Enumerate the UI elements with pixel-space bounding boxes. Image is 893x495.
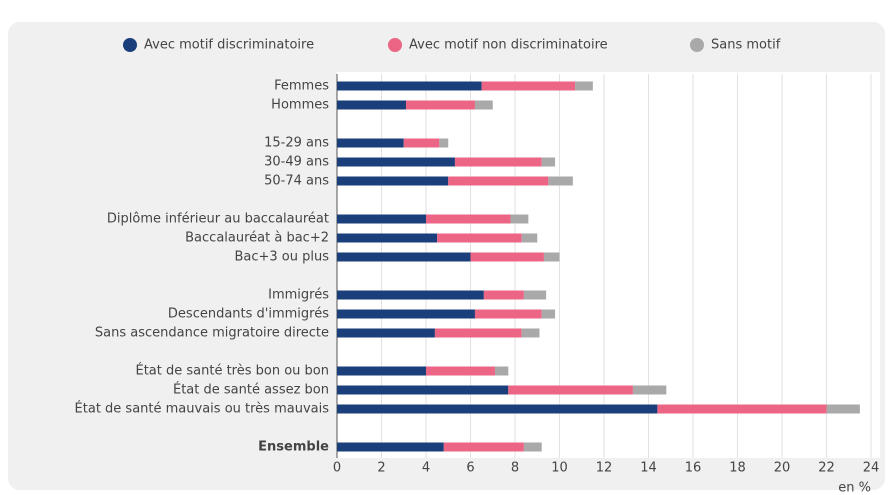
y-tick-label: Immigrés (268, 288, 329, 303)
bar-segment (541, 157, 556, 167)
bar-segment (541, 309, 556, 319)
bar-segment (337, 328, 435, 338)
bar-segment (494, 366, 509, 376)
bar-segment (337, 138, 404, 148)
bar-segment (474, 100, 493, 110)
bar-segment (337, 81, 482, 91)
x-tick-label: 6 (466, 461, 474, 476)
x-tick-label: 18 (729, 461, 746, 476)
bar-segment (337, 385, 509, 395)
x-axis-label: en % (838, 481, 871, 495)
y-tick-label: Bac+3 ou plus (234, 250, 329, 265)
bar-segment (437, 233, 522, 243)
x-tick-label: 24 (863, 461, 880, 476)
legend-marker (123, 38, 137, 52)
bar-segment (337, 176, 449, 186)
bar-segment (434, 328, 522, 338)
y-tick-label: 30-49 ans (264, 155, 329, 170)
legend-label: Avec motif discriminatoire (144, 38, 314, 53)
bar-segment (483, 290, 524, 300)
bar-segment (521, 233, 538, 243)
bar-segment (826, 404, 860, 414)
bar-segment (448, 176, 549, 186)
bar-segment (403, 138, 440, 148)
plot-area (337, 72, 880, 458)
x-tick-label: 14 (640, 461, 657, 476)
x-tick-label: 16 (685, 461, 702, 476)
y-tick-label: Sans ascendance migratoire directe (95, 326, 329, 341)
y-tick-label: Descendants d'immigrés (168, 307, 329, 322)
bar-segment (337, 214, 426, 224)
x-tick-label: 12 (596, 461, 613, 476)
bar-segment (481, 81, 576, 91)
y-tick-label: Femmes (274, 79, 329, 94)
bar-segment (426, 366, 495, 376)
bar-segment (337, 100, 406, 110)
y-tick-label: État de santé assez bon (173, 382, 329, 398)
bar-segment (657, 404, 827, 414)
bar-segment (405, 100, 475, 110)
legend-label: Sans motif (711, 38, 781, 53)
bar-segment (337, 252, 471, 262)
bar-segment (337, 404, 658, 414)
x-tick-label: 20 (774, 461, 791, 476)
bar-segment (337, 290, 484, 300)
y-tick-label: Ensemble (258, 440, 329, 455)
x-tick-label: 10 (551, 461, 568, 476)
bar-segment (632, 385, 667, 395)
bar-segment (337, 366, 426, 376)
y-tick-label: Hommes (271, 98, 329, 113)
bar-segment (443, 442, 524, 452)
bar-segment (454, 157, 542, 167)
x-tick-label: 8 (511, 461, 519, 476)
bar-segment (523, 442, 542, 452)
bar-segment (337, 233, 438, 243)
y-tick-label: État de santé très bon ou bon (135, 363, 329, 379)
x-tick-label: 22 (818, 461, 835, 476)
bar-segment (439, 138, 449, 148)
x-tick-label: 0 (333, 461, 341, 476)
bar-segment (474, 309, 542, 319)
bar-segment (470, 252, 544, 262)
bar-segment (521, 328, 540, 338)
x-tick-label: 2 (377, 461, 385, 476)
bar-segment (337, 442, 444, 452)
bar-segment (510, 214, 529, 224)
bar-segment (543, 252, 560, 262)
bar-segment (426, 214, 511, 224)
legend-marker (690, 38, 704, 52)
y-tick-label: État de santé mauvais ou très mauvais (75, 401, 330, 417)
bar-segment (508, 385, 633, 395)
legend-label: Avec motif non discriminatoire (409, 38, 608, 53)
legend-marker (388, 38, 402, 52)
y-tick-label: 15-29 ans (264, 136, 329, 151)
y-tick-label: 50-74 ans (264, 174, 329, 189)
bar-segment (548, 176, 573, 186)
bar-segment (337, 309, 475, 319)
bar-segment (523, 290, 547, 300)
y-tick-label: Baccalauréat à bac+2 (185, 231, 329, 246)
bar-segment (575, 81, 593, 91)
x-tick-label: 4 (422, 461, 430, 476)
y-tick-label: Diplôme inférieur au baccalauréat (107, 212, 329, 227)
bar-segment (337, 157, 455, 167)
